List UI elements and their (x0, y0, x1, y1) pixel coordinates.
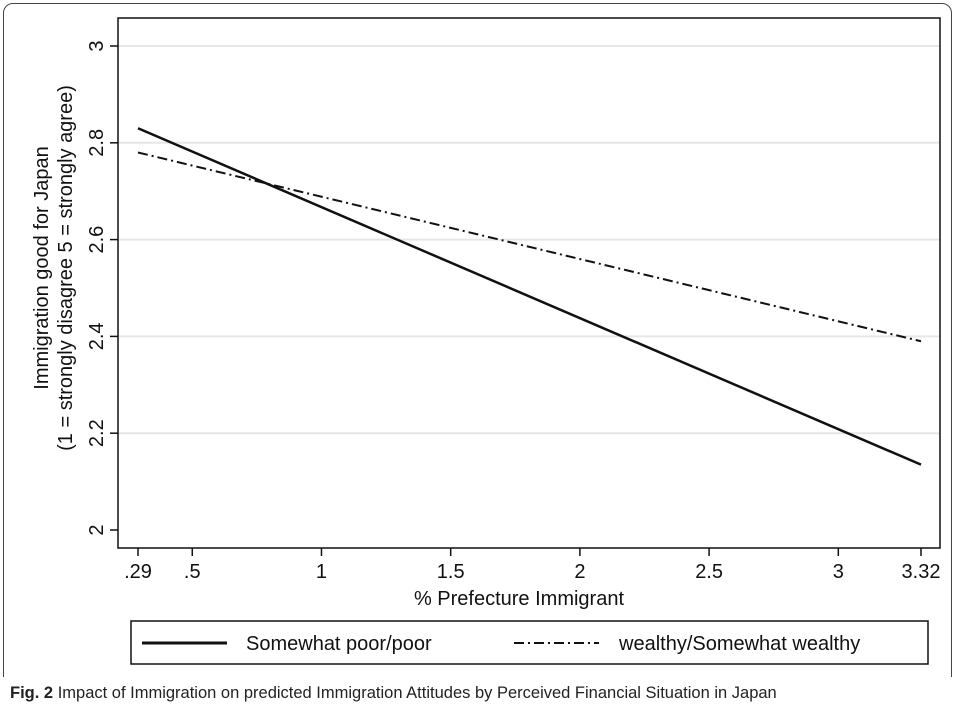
x-tick-label: 2.5 (695, 561, 723, 583)
x-tick-label: 1.5 (437, 561, 465, 583)
figure-number: Fig. 2 (10, 684, 54, 702)
x-tick-label: 3 (833, 561, 844, 583)
series-lines (137, 127, 922, 466)
grid-lines (118, 45, 940, 435)
plot-area (117, 17, 941, 549)
y-tick-label: 2.6 (86, 226, 108, 254)
figure-caption-text: Impact of Immigration on predicted Immig… (57, 684, 777, 702)
x-axis: .29 .5 1 1.5 2 2.5 3 3.32 (124, 548, 940, 583)
legend: Somewhat poor/poor wealthy/Somewhat weal… (130, 620, 929, 665)
series-line-wealthy (137, 151, 922, 343)
y-tick-label: 3 (86, 40, 108, 51)
x-tick-label: 1 (316, 561, 327, 583)
figure-caption: Fig. 2 Impact of Immigration on predicte… (0, 677, 957, 709)
y-tick-label: 2.2 (86, 419, 108, 447)
y-axis-title: Immigration good for Japan (1 = strongly… (31, 85, 77, 451)
figure-frame (3, 3, 952, 705)
y-axis: 2 2.2 2.4 2.6 2.8 3 (86, 40, 118, 536)
legend-label-wealthy: wealthy/Somewhat wealthy (618, 633, 860, 655)
x-axis-title: % Prefecture Immigrant (414, 588, 625, 610)
y-axis-title-line-2: (1 = strongly disagree 5 = strongly agre… (55, 85, 77, 451)
y-tick-label: 2 (86, 524, 108, 535)
x-tick-label: 3.32 (902, 561, 941, 583)
legend-label-somewhat-poor: Somewhat poor/poor (246, 633, 432, 655)
line-chart: 2 2.2 2.4 2.6 2.8 3 .29 .5 1 1.5 2 2.5 3 3.32 % Pref… (31, 17, 941, 665)
x-tick-label: .5 (184, 561, 201, 583)
x-tick-label: .29 (124, 561, 152, 583)
series-line-somewhat-poor (137, 127, 922, 466)
y-tick-label: 2.8 (86, 129, 108, 157)
y-axis-title-line-1: Immigration good for Japan (31, 146, 53, 389)
x-tick-label: 2 (574, 561, 585, 583)
y-tick-label: 2.4 (86, 322, 108, 350)
